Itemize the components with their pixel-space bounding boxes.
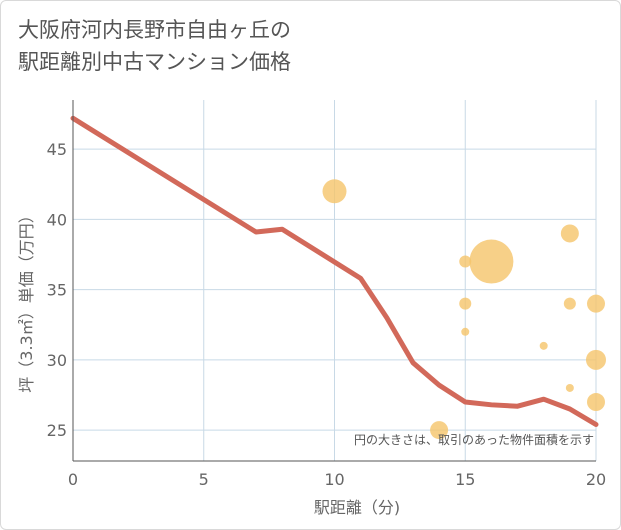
- y-tick-label: 30: [47, 351, 67, 370]
- bubble-point: [461, 327, 470, 336]
- axes: [72, 100, 596, 462]
- grid: [73, 100, 597, 461]
- bubble-layer: [322, 179, 606, 440]
- x-tick-label: 0: [68, 470, 78, 489]
- y-tick-label: 35: [47, 281, 67, 300]
- bubble-point: [469, 239, 514, 284]
- size-note: 円の大きさは、取引のあった物件面積を示す: [354, 432, 594, 447]
- y-axis-label: 坪（3.3㎡）単価（万円）: [17, 207, 36, 392]
- chart-title-line2: 駅距離別中古マンション価格: [18, 50, 291, 74]
- x-tick-label: 20: [586, 470, 606, 489]
- chart-title: 大阪府河内長野市自由ヶ丘の 駅距離別中古マンション価格: [18, 14, 291, 78]
- x-tick-label: 5: [199, 470, 209, 489]
- y-tick-label: 45: [47, 140, 67, 159]
- bubble-point: [587, 294, 605, 313]
- bubble-point: [322, 179, 347, 204]
- trend-line-layer: [70, 115, 599, 427]
- bubble-point: [565, 383, 574, 392]
- bubble-point: [539, 341, 548, 350]
- x-tick-label: 15: [455, 470, 475, 489]
- tick-labels: 0 5 10 15 20 25 30 35 40 45: [47, 140, 607, 489]
- bubble-point: [459, 255, 472, 268]
- trend-line: [70, 115, 599, 427]
- bubble-point: [587, 393, 605, 412]
- y-tick-label: 40: [47, 210, 67, 229]
- x-axis-label: 駅距離（分): [314, 498, 400, 517]
- bubble-point: [586, 349, 606, 370]
- bubble-point: [563, 297, 576, 310]
- x-tick-label: 10: [324, 470, 344, 489]
- bubble-point: [459, 297, 472, 310]
- bubble-point: [430, 421, 449, 440]
- bubble-point: [560, 224, 579, 243]
- y-tick-label: 25: [47, 421, 67, 440]
- chart-title-line1: 大阪府河内長野市自由ヶ丘の: [18, 18, 291, 42]
